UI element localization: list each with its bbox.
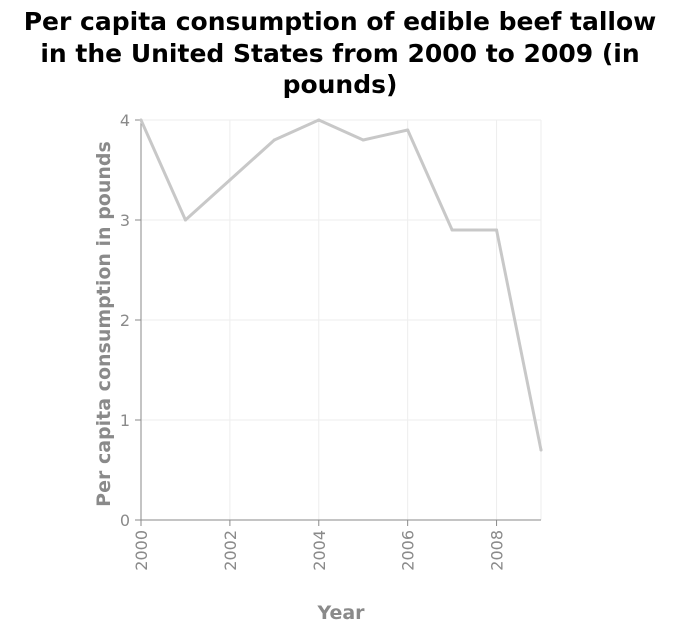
y-tick-label-1: 1	[120, 411, 130, 430]
grid-lines	[140, 119, 542, 521]
tick-labels: 0 1 2 3 4 2000 2002 2004 2006 2008	[120, 111, 507, 571]
chart-title-line-3: pounds)	[283, 70, 398, 99]
y-tick-label-0: 0	[120, 511, 130, 530]
data-point-2006	[406, 128, 410, 132]
chart-title-line-2: in the United States from 2000 to 2009 (…	[40, 39, 639, 68]
data-point-2004	[317, 118, 321, 122]
y-tick-label-3: 3	[120, 211, 130, 230]
data-point-2007	[450, 228, 454, 232]
x-tick-label-2004: 2004	[310, 530, 329, 571]
data-point-2003	[272, 138, 276, 142]
data-point-2002	[228, 178, 232, 182]
series-layer	[139, 118, 543, 452]
x-tick-label-2008: 2008	[488, 530, 507, 571]
y-tick-label-4: 4	[120, 111, 130, 130]
chart-title-line-1: Per capita consumption of edible beef ta…	[24, 7, 657, 36]
x-axis-label: Year	[316, 602, 365, 624]
data-point-2000	[139, 118, 143, 122]
data-point-2001	[183, 218, 187, 222]
x-tick-label-2006: 2006	[399, 530, 418, 571]
y-axis-label: Per capita consumption in pounds	[93, 141, 115, 507]
y-tick-label-2: 2	[120, 311, 130, 330]
axes	[135, 119, 541, 526]
series-line-0	[139, 118, 543, 452]
data-point-2009	[539, 448, 543, 452]
x-tick-label-2002: 2002	[221, 530, 240, 571]
data-point-2008	[495, 228, 499, 232]
data-point-2005	[361, 138, 365, 142]
x-tick-label-2000: 2000	[132, 530, 151, 571]
